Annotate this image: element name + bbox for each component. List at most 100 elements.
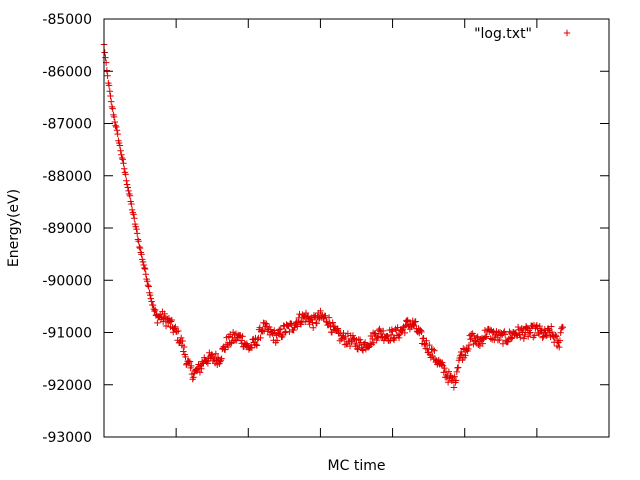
legend-entry-label: "log.txt" [474,26,532,42]
data-point [412,318,419,325]
data-point [451,373,458,380]
data-point [444,379,452,386]
data-point [403,318,411,325]
y-tick-label: -90000 [42,273,92,289]
data-point [535,330,543,338]
data-point [126,190,133,198]
data-point [553,333,560,340]
data-point [439,359,446,366]
data-point [118,151,125,158]
data-point [404,316,411,324]
data-point [122,171,129,178]
data-point [349,332,357,339]
data-point [154,319,161,327]
data-point [379,327,387,335]
data-point [302,318,309,326]
data-point [552,331,559,339]
data-point [180,343,188,351]
data-point [395,334,403,342]
data-point [179,337,186,345]
data-point [468,330,475,338]
legend: "log.txt" [474,26,571,42]
data-point [558,325,565,332]
data-point [147,295,155,302]
data-point [384,332,391,340]
data-point [290,326,297,334]
data-point [508,335,515,342]
data-point [216,358,224,365]
data-point [396,331,403,338]
data-point [133,225,140,233]
data-points [100,41,567,391]
data-point [177,334,185,342]
data-point [131,220,139,228]
data-point [126,192,134,199]
data-point [190,374,197,381]
data-point [209,351,216,359]
data-point [109,105,116,112]
data-point [483,333,490,340]
data-point [141,265,149,273]
data-point [557,329,564,336]
data-point [509,334,516,341]
data-point [105,82,113,89]
data-point [342,333,349,341]
data-point [427,354,435,361]
data-point [486,326,494,333]
data-point [276,326,283,333]
data-point [224,343,232,351]
data-point [375,327,383,334]
data-point [140,261,147,269]
data-point [514,323,522,331]
y-tick-labels: -93000 -92000 -91000 -90000 -89000 -88000 -870… [42,12,92,446]
data-point [518,325,525,332]
data-point [144,282,152,289]
data-point [525,333,532,340]
data-point [297,319,304,327]
data-point [382,333,390,340]
data-point [533,321,541,329]
data-point [101,49,108,56]
data-point [133,230,141,237]
data-point [450,384,458,391]
data-point [304,312,311,320]
data-point [108,98,115,105]
data-point [110,113,118,121]
data-point [152,306,159,314]
data-point [203,358,210,366]
data-point [203,357,211,364]
data-point [136,243,143,251]
data-point [123,177,130,184]
data-point [146,291,154,299]
data-point [517,334,524,341]
data-point [374,333,382,340]
data-point [104,72,111,79]
data-point [296,310,303,318]
data-point [193,367,201,375]
data-point [540,333,547,340]
data-point [112,122,119,129]
data-point [237,337,245,344]
data-point [556,343,563,351]
data-point [487,335,494,342]
y-tick-label: -93000 [42,430,92,446]
data-point [548,328,556,336]
data-point [453,368,460,376]
data-point [458,351,466,358]
data-point [479,340,486,347]
data-point [452,377,460,384]
data-point [117,147,124,154]
data-point [499,340,507,347]
data-point [369,335,376,343]
data-point [501,331,509,338]
data-point [151,307,158,315]
data-point [462,352,469,359]
data-point [536,322,543,330]
data-point [315,315,323,323]
data-point [506,328,513,335]
data-point [172,323,179,331]
data-point [135,238,142,245]
data-point [254,336,261,343]
data-point [124,184,132,191]
